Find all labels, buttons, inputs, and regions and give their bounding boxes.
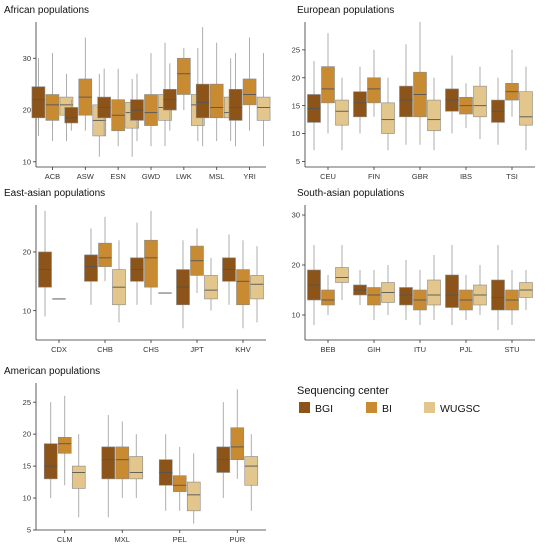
y-tick-label: 5 [296, 157, 300, 166]
x-tick-label: GBR [412, 172, 429, 181]
box-bgi [84, 254, 98, 282]
box-bi [367, 287, 381, 306]
y-tick-label: 25 [292, 45, 300, 54]
y-tick-label: 30 [292, 211, 300, 220]
box-bi [321, 289, 335, 306]
box-bgi [228, 89, 243, 121]
x-tick-label: ASW [77, 172, 95, 181]
box-wugsc [204, 275, 218, 300]
box-bgi [491, 279, 505, 311]
box-bgi [399, 287, 413, 306]
legend-swatch-wugsc [424, 402, 435, 413]
y-tick-label: 10 [292, 311, 300, 320]
box-bgi [31, 86, 46, 119]
box-bi [209, 83, 224, 119]
y-tick-label: 15 [23, 462, 31, 471]
box-bi [321, 66, 335, 104]
y-tick-label: 20 [23, 248, 31, 257]
panel-title: European populations [297, 5, 394, 16]
x-tick-label: PEL [173, 535, 187, 544]
box-bi [115, 446, 130, 480]
legend-label-wugsc: WUGSC [440, 403, 481, 415]
x-tick-label: CLM [57, 535, 73, 544]
x-tick-label: ESN [110, 172, 125, 181]
box-bi [367, 77, 381, 104]
x-tick-label: KHV [235, 345, 250, 354]
box-wugsc [381, 102, 395, 134]
x-tick-label: TSI [506, 172, 518, 181]
box-wugsc [186, 481, 201, 512]
panel-title: American populations [4, 366, 100, 377]
box-wugsc [244, 456, 259, 486]
box-bgi [64, 107, 79, 124]
panel-title: African populations [4, 5, 89, 16]
box-bgi [399, 85, 413, 118]
legend-label-bi: BI [382, 403, 392, 415]
box-wugsc [519, 91, 533, 126]
x-tick-label: GWD [142, 172, 161, 181]
box-wugsc [427, 99, 441, 132]
y-tick-label: 20 [292, 261, 300, 270]
box-bi [230, 427, 245, 460]
x-tick-label: YRI [243, 172, 256, 181]
y-tick-label: 10 [23, 157, 31, 166]
panel-title: South-asian populations [297, 188, 404, 199]
box-bi [45, 94, 60, 121]
y-tick-label: 20 [292, 73, 300, 82]
box-bi [144, 94, 158, 126]
x-tick-label: MSL [209, 172, 224, 181]
x-tick-label: ITU [414, 345, 426, 354]
box-bi [98, 242, 112, 267]
box-bgi [353, 91, 367, 118]
x-tick-label: MXL [115, 535, 130, 544]
panel-title: East-asian populations [4, 188, 105, 199]
y-tick-label: 10 [23, 494, 31, 503]
box-wugsc [256, 96, 271, 121]
box-bgi [101, 446, 116, 480]
box-wugsc [129, 456, 144, 480]
x-tick-label: PJL [460, 345, 473, 354]
box-wugsc [71, 465, 86, 489]
box-bi [57, 437, 72, 454]
x-tick-label: GIH [367, 345, 380, 354]
x-tick-label: FIN [368, 172, 380, 181]
legend-swatch-bi [366, 402, 377, 413]
box-wugsc [250, 275, 264, 300]
box-wugsc [335, 267, 349, 283]
legend-label-bgi: BGI [315, 403, 333, 415]
box-wugsc [427, 279, 441, 306]
x-tick-label: LWK [176, 172, 192, 181]
y-tick-label: 15 [292, 101, 300, 110]
x-tick-label: BEB [320, 345, 335, 354]
y-tick-label: 5 [27, 526, 31, 535]
box-bgi [195, 83, 210, 119]
y-tick-label: 20 [23, 106, 31, 115]
x-tick-label: JPT [190, 345, 204, 354]
legend-title: Sequencing center [297, 385, 389, 397]
box-bi [177, 57, 191, 95]
box-wugsc [473, 85, 487, 118]
y-tick-label: 10 [23, 306, 31, 315]
x-tick-label: IBS [460, 172, 472, 181]
x-tick-label: CDX [51, 345, 67, 354]
box-wugsc [335, 99, 349, 126]
box-bi [236, 269, 250, 306]
x-tick-label: CHS [143, 345, 159, 354]
y-tick-label: 30 [23, 54, 31, 63]
box-bi [242, 78, 257, 106]
x-tick-label: ACB [45, 172, 60, 181]
box-bi [172, 475, 187, 492]
box-bgi [43, 443, 58, 480]
legend-swatch-bgi [299, 402, 310, 413]
y-tick-label: 25 [23, 398, 31, 407]
x-tick-label: CHB [97, 345, 113, 354]
x-tick-label: PUR [229, 535, 245, 544]
x-tick-label: CEU [320, 172, 336, 181]
box-bi [144, 239, 158, 288]
box-bgi [445, 274, 459, 308]
y-tick-label: 10 [292, 129, 300, 138]
x-tick-label: STU [505, 345, 520, 354]
y-tick-label: 20 [23, 430, 31, 439]
